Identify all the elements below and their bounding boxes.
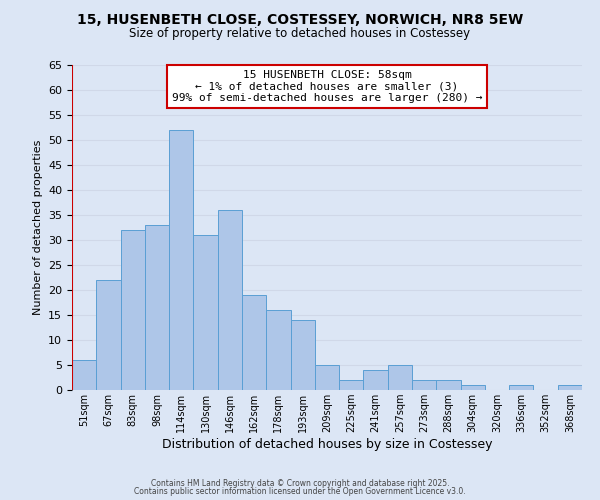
- Bar: [218, 210, 242, 390]
- Bar: [121, 230, 145, 390]
- Bar: [169, 130, 193, 390]
- Text: Contains HM Land Registry data © Crown copyright and database right 2025.: Contains HM Land Registry data © Crown c…: [151, 478, 449, 488]
- Bar: [193, 235, 218, 390]
- Bar: [364, 370, 388, 390]
- Text: Size of property relative to detached houses in Costessey: Size of property relative to detached ho…: [130, 28, 470, 40]
- Bar: [558, 385, 582, 390]
- Bar: [461, 385, 485, 390]
- Bar: [339, 380, 364, 390]
- Bar: [96, 280, 121, 390]
- Bar: [315, 365, 339, 390]
- Y-axis label: Number of detached properties: Number of detached properties: [32, 140, 43, 315]
- Text: Contains public sector information licensed under the Open Government Licence v3: Contains public sector information licen…: [134, 487, 466, 496]
- Bar: [242, 295, 266, 390]
- Bar: [412, 380, 436, 390]
- Bar: [290, 320, 315, 390]
- Text: 15, HUSENBETH CLOSE, COSTESSEY, NORWICH, NR8 5EW: 15, HUSENBETH CLOSE, COSTESSEY, NORWICH,…: [77, 12, 523, 26]
- Bar: [388, 365, 412, 390]
- Bar: [72, 360, 96, 390]
- X-axis label: Distribution of detached houses by size in Costessey: Distribution of detached houses by size …: [162, 438, 492, 451]
- Bar: [509, 385, 533, 390]
- Bar: [266, 310, 290, 390]
- Text: 15 HUSENBETH CLOSE: 58sqm
← 1% of detached houses are smaller (3)
99% of semi-de: 15 HUSENBETH CLOSE: 58sqm ← 1% of detach…: [172, 70, 482, 103]
- Bar: [436, 380, 461, 390]
- Bar: [145, 225, 169, 390]
